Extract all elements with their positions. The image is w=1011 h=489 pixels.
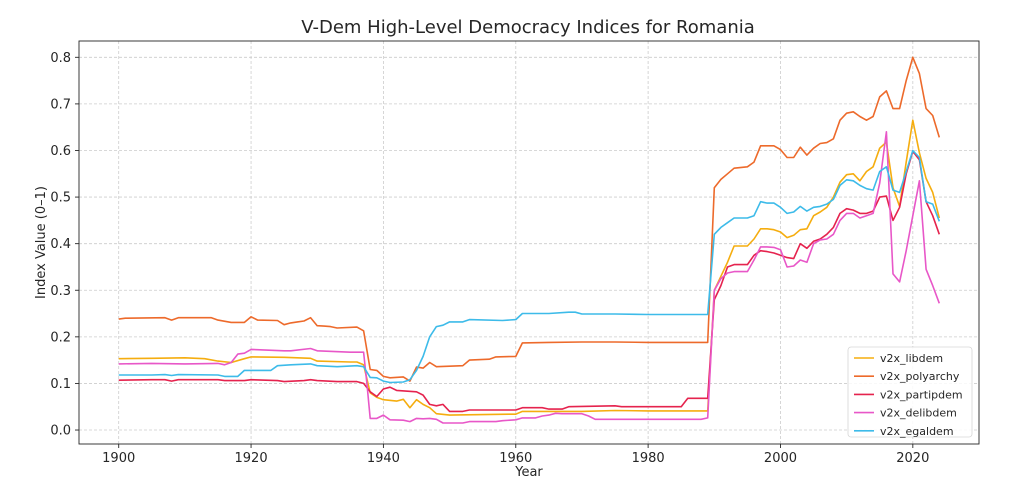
y-tick-label: 0.0 [50, 424, 71, 439]
x-tick-label: 2020 [896, 451, 929, 466]
y-tick-label: 0.7 [50, 97, 71, 112]
x-tick-label: 1920 [235, 451, 268, 466]
y-tick-label: 0.8 [50, 51, 71, 66]
series-layer [118, 56, 941, 424]
y-tick-label: 0.6 [50, 144, 71, 159]
series-line-v2x_partipdem [118, 150, 941, 413]
ticks: 1900 1920 1940 1960 1980 2000 2020 0.0 0.1 0.2 0.3… [50, 51, 929, 466]
legend-label: v2x_delibdem [880, 407, 957, 420]
chart-title: V-Dem High-Level Democracy Indices for R… [301, 17, 755, 38]
x-tick-label: 1900 [102, 451, 135, 466]
y-tick-label: 0.3 [50, 284, 71, 299]
series-line-v2x_polyarchy [118, 56, 941, 382]
series-line-v2x_delibdem [118, 131, 941, 424]
y-tick-label: 0.4 [50, 237, 71, 252]
legend-box [847, 346, 973, 438]
x-tick-label: 2000 [764, 451, 797, 466]
legend-label: v2x_egaldem [880, 425, 954, 438]
y-tick-label: 0.1 [50, 377, 71, 392]
x-axis-label: Year [514, 465, 543, 480]
y-tick-label: 0.5 [50, 191, 71, 206]
grid [79, 41, 979, 444]
series-line-v2x_egaldem [118, 149, 941, 384]
x-tick-label: 1960 [499, 451, 532, 466]
y-axis-label: Index Value (0–1) [34, 186, 49, 299]
legend-label: v2x_partipdem [880, 388, 963, 401]
legend: v2x_libdem v2x_polyarchy v2x_partipdem v2x_… [847, 346, 973, 438]
x-tick-label: 1980 [632, 451, 665, 466]
legend-label: v2x_polyarchy [880, 370, 960, 383]
legend-label: v2x_libdem [880, 352, 943, 365]
plot-frame [78, 40, 980, 445]
y-tick-label: 0.2 [50, 330, 71, 345]
series-line-v2x_libdem [118, 119, 941, 416]
x-tick-label: 1940 [367, 451, 400, 466]
